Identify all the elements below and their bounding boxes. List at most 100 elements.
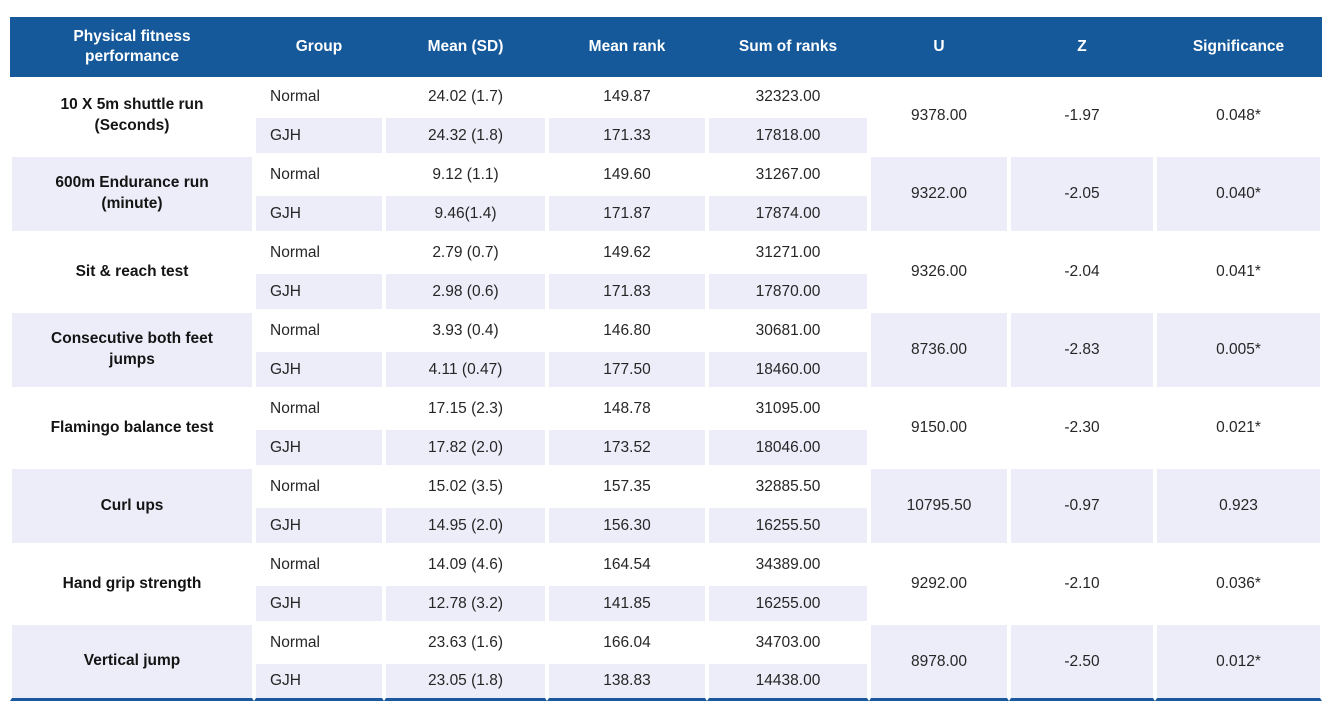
mean-sd-cell: 9.12 (1.1) — [384, 155, 547, 194]
col-header-mean-sd: Mean (SD) — [384, 17, 547, 77]
test-name-cell: 600m Endurance run (minute) — [10, 155, 254, 233]
col-header-z: Z — [1009, 17, 1155, 77]
col-header-significance: Significance — [1155, 17, 1322, 77]
mean-sd-cell: 23.63 (1.6) — [384, 623, 547, 662]
mean-rank-cell: 177.50 — [547, 350, 707, 389]
significance-cell: 0.036* — [1155, 545, 1322, 623]
test-name-cell-label: Sit & reach test — [76, 262, 189, 283]
mann-whitney-results-table: Physical fitness performance Group Mean … — [10, 17, 1322, 701]
sum-ranks-cell: 17874.00 — [707, 194, 869, 233]
page: Physical fitness performance Group Mean … — [0, 0, 1333, 714]
sum-ranks-cell: 17870.00 — [707, 272, 869, 311]
sum-ranks-cell: 30681.00 — [707, 311, 869, 350]
z-cell: -2.10 — [1009, 545, 1155, 623]
u-cell: 9150.00 — [869, 389, 1009, 467]
z-cell: -2.83 — [1009, 311, 1155, 389]
significance-cell: 0.048* — [1155, 77, 1322, 155]
group-cell: GJH — [254, 116, 384, 155]
group-cell: GJH — [254, 428, 384, 467]
sum-ranks-cell: 17818.00 — [707, 116, 869, 155]
group-cell: Normal — [254, 467, 384, 506]
table-row: 600m Endurance run (minute)Normal9.12 (1… — [10, 155, 1322, 194]
test-name-cell-label: 10 X 5m shuttle run (Seconds) — [37, 95, 227, 137]
test-name-cell-label: 600m Endurance run (minute) — [37, 173, 227, 215]
significance-cell: 0.012* — [1155, 623, 1322, 701]
test-name-cell: Flamingo balance test — [10, 389, 254, 467]
table-row: Flamingo balance testNormal17.15 (2.3)14… — [10, 389, 1322, 428]
sum-ranks-cell: 32323.00 — [707, 77, 869, 116]
test-name-cell: Sit & reach test — [10, 233, 254, 311]
test-name-cell-label: Vertical jump — [84, 651, 180, 672]
col-header-label: Mean (SD) — [428, 38, 504, 55]
group-cell: GJH — [254, 506, 384, 545]
col-header-label: Physical fitness performance — [52, 27, 212, 67]
z-cell: -1.97 — [1009, 77, 1155, 155]
table-row: Vertical jumpNormal23.63 (1.6)166.043470… — [10, 623, 1322, 662]
mean-sd-cell: 4.11 (0.47) — [384, 350, 547, 389]
col-header-u: U — [869, 17, 1009, 77]
u-cell: 9378.00 — [869, 77, 1009, 155]
z-cell: -2.04 — [1009, 233, 1155, 311]
group-cell: Normal — [254, 545, 384, 584]
col-header-sum-of-ranks: Sum of ranks — [707, 17, 869, 77]
z-cell: -2.05 — [1009, 155, 1155, 233]
sum-ranks-cell: 16255.50 — [707, 506, 869, 545]
mean-rank-cell: 157.35 — [547, 467, 707, 506]
mean-sd-cell: 9.46(1.4) — [384, 194, 547, 233]
table-row: Curl upsNormal15.02 (3.5)157.3532885.501… — [10, 467, 1322, 506]
mean-rank-cell: 146.80 — [547, 311, 707, 350]
test-name-cell: 10 X 5m shuttle run (Seconds) — [10, 77, 254, 155]
u-cell: 9326.00 — [869, 233, 1009, 311]
sum-ranks-cell: 31095.00 — [707, 389, 869, 428]
u-cell: 10795.50 — [869, 467, 1009, 545]
sum-ranks-cell: 34703.00 — [707, 623, 869, 662]
mean-rank-cell: 138.83 — [547, 662, 707, 701]
mean-rank-cell: 171.87 — [547, 194, 707, 233]
table-header: Physical fitness performance Group Mean … — [10, 17, 1322, 77]
table-row: Sit & reach testNormal2.79 (0.7)149.6231… — [10, 233, 1322, 272]
test-name-cell-label: Curl ups — [101, 496, 164, 517]
col-header-label: Mean rank — [589, 38, 666, 55]
sum-ranks-cell: 32885.50 — [707, 467, 869, 506]
mean-sd-cell: 23.05 (1.8) — [384, 662, 547, 701]
mean-rank-cell: 173.52 — [547, 428, 707, 467]
mean-sd-cell: 17.15 (2.3) — [384, 389, 547, 428]
test-name-cell: Vertical jump — [10, 623, 254, 701]
group-cell: GJH — [254, 350, 384, 389]
sum-ranks-cell: 16255.00 — [707, 584, 869, 623]
group-cell: GJH — [254, 194, 384, 233]
col-header-label: U — [933, 38, 944, 55]
mean-sd-cell: 2.79 (0.7) — [384, 233, 547, 272]
col-header-mean-rank: Mean rank — [547, 17, 707, 77]
col-header-label: Significance — [1193, 38, 1284, 55]
header-row: Physical fitness performance Group Mean … — [10, 17, 1322, 77]
test-name-cell: Hand grip strength — [10, 545, 254, 623]
group-cell: GJH — [254, 272, 384, 311]
mean-rank-cell: 148.78 — [547, 389, 707, 428]
col-header-label: Group — [296, 38, 343, 55]
group-cell: Normal — [254, 623, 384, 662]
group-cell: GJH — [254, 584, 384, 623]
u-cell: 9292.00 — [869, 545, 1009, 623]
test-name-cell-label: Flamingo balance test — [51, 418, 214, 439]
mean-sd-cell: 12.78 (3.2) — [384, 584, 547, 623]
z-cell: -2.50 — [1009, 623, 1155, 701]
mean-sd-cell: 14.09 (4.6) — [384, 545, 547, 584]
mean-sd-cell: 14.95 (2.0) — [384, 506, 547, 545]
table-body: 10 X 5m shuttle run (Seconds)Normal24.02… — [10, 77, 1322, 701]
sum-ranks-cell: 18460.00 — [707, 350, 869, 389]
mean-rank-cell: 149.62 — [547, 233, 707, 272]
z-cell: -0.97 — [1009, 467, 1155, 545]
group-cell: GJH — [254, 662, 384, 701]
mean-sd-cell: 24.02 (1.7) — [384, 77, 547, 116]
col-header-label: Sum of ranks — [739, 38, 837, 55]
z-cell: -2.30 — [1009, 389, 1155, 467]
mean-sd-cell: 24.32 (1.8) — [384, 116, 547, 155]
table-row: Consecutive both feet jumpsNormal3.93 (0… — [10, 311, 1322, 350]
mean-sd-cell: 17.82 (2.0) — [384, 428, 547, 467]
table-row: Hand grip strengthNormal14.09 (4.6)164.5… — [10, 545, 1322, 584]
group-cell: Normal — [254, 77, 384, 116]
group-cell: Normal — [254, 389, 384, 428]
significance-cell: 0.040* — [1155, 155, 1322, 233]
col-header-group: Group — [254, 17, 384, 77]
